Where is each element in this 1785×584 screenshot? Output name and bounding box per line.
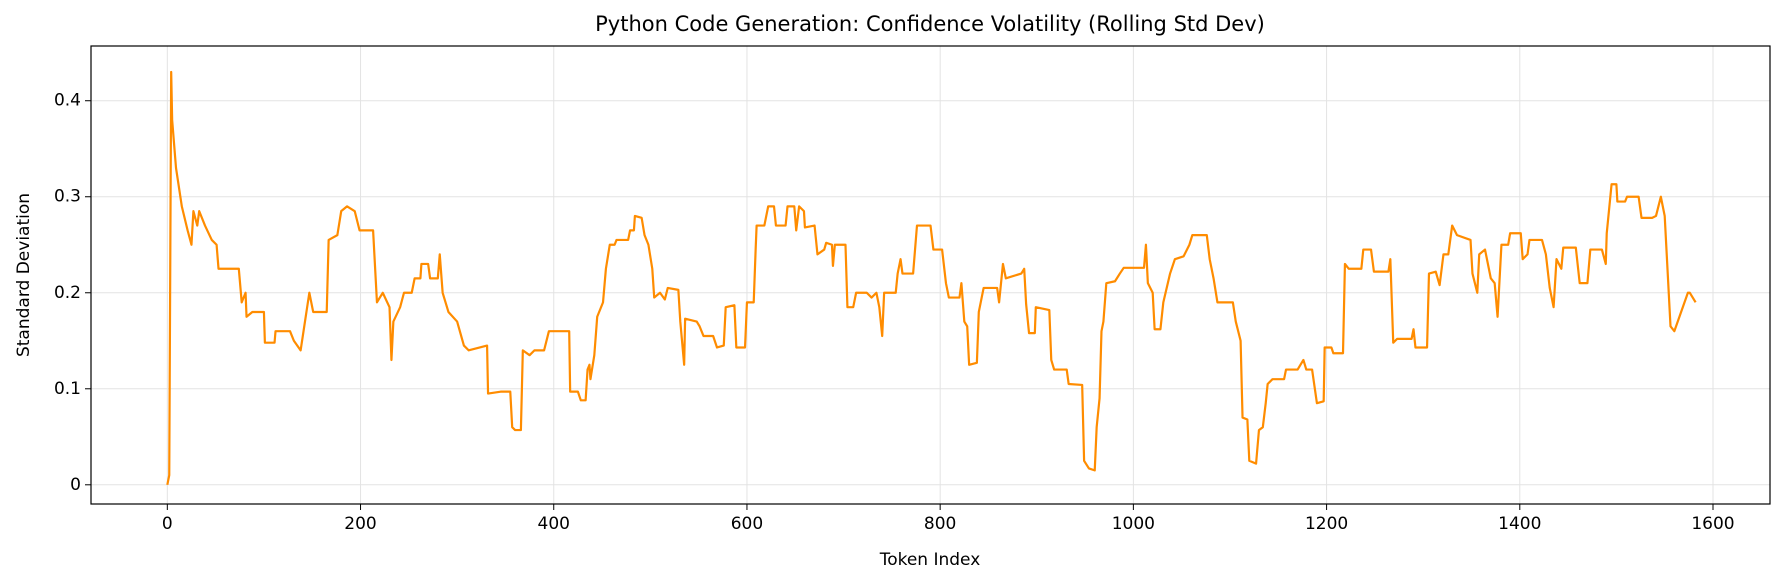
y-tick-label: 0 [70, 475, 81, 495]
x-tick-label: 800 [924, 514, 956, 534]
plot-frame [90, 45, 1771, 505]
x-tick-label: 0 [162, 514, 173, 534]
y-axis-label: Standard Deviation [14, 193, 34, 357]
x-tick-label: 1600 [1691, 514, 1734, 534]
y-tick-label: 0.1 [54, 379, 81, 399]
data-line [166, 70, 1697, 486]
y-tick-label: 0.4 [54, 91, 81, 111]
x-tick-label: 600 [731, 514, 763, 534]
y-tick-label: 0.3 [54, 187, 81, 207]
x-tick-label: 200 [344, 514, 376, 534]
chart-title: Python Code Generation: Confidence Volat… [595, 12, 1265, 36]
x-axis-label: Token Index [879, 550, 981, 570]
y-tick-label: 0.2 [54, 283, 81, 303]
x-tick-label: 1200 [1305, 514, 1348, 534]
x-tick-label: 1400 [1498, 514, 1541, 534]
x-tick-label: 1000 [1112, 514, 1155, 534]
x-tick-label: 400 [538, 514, 570, 534]
